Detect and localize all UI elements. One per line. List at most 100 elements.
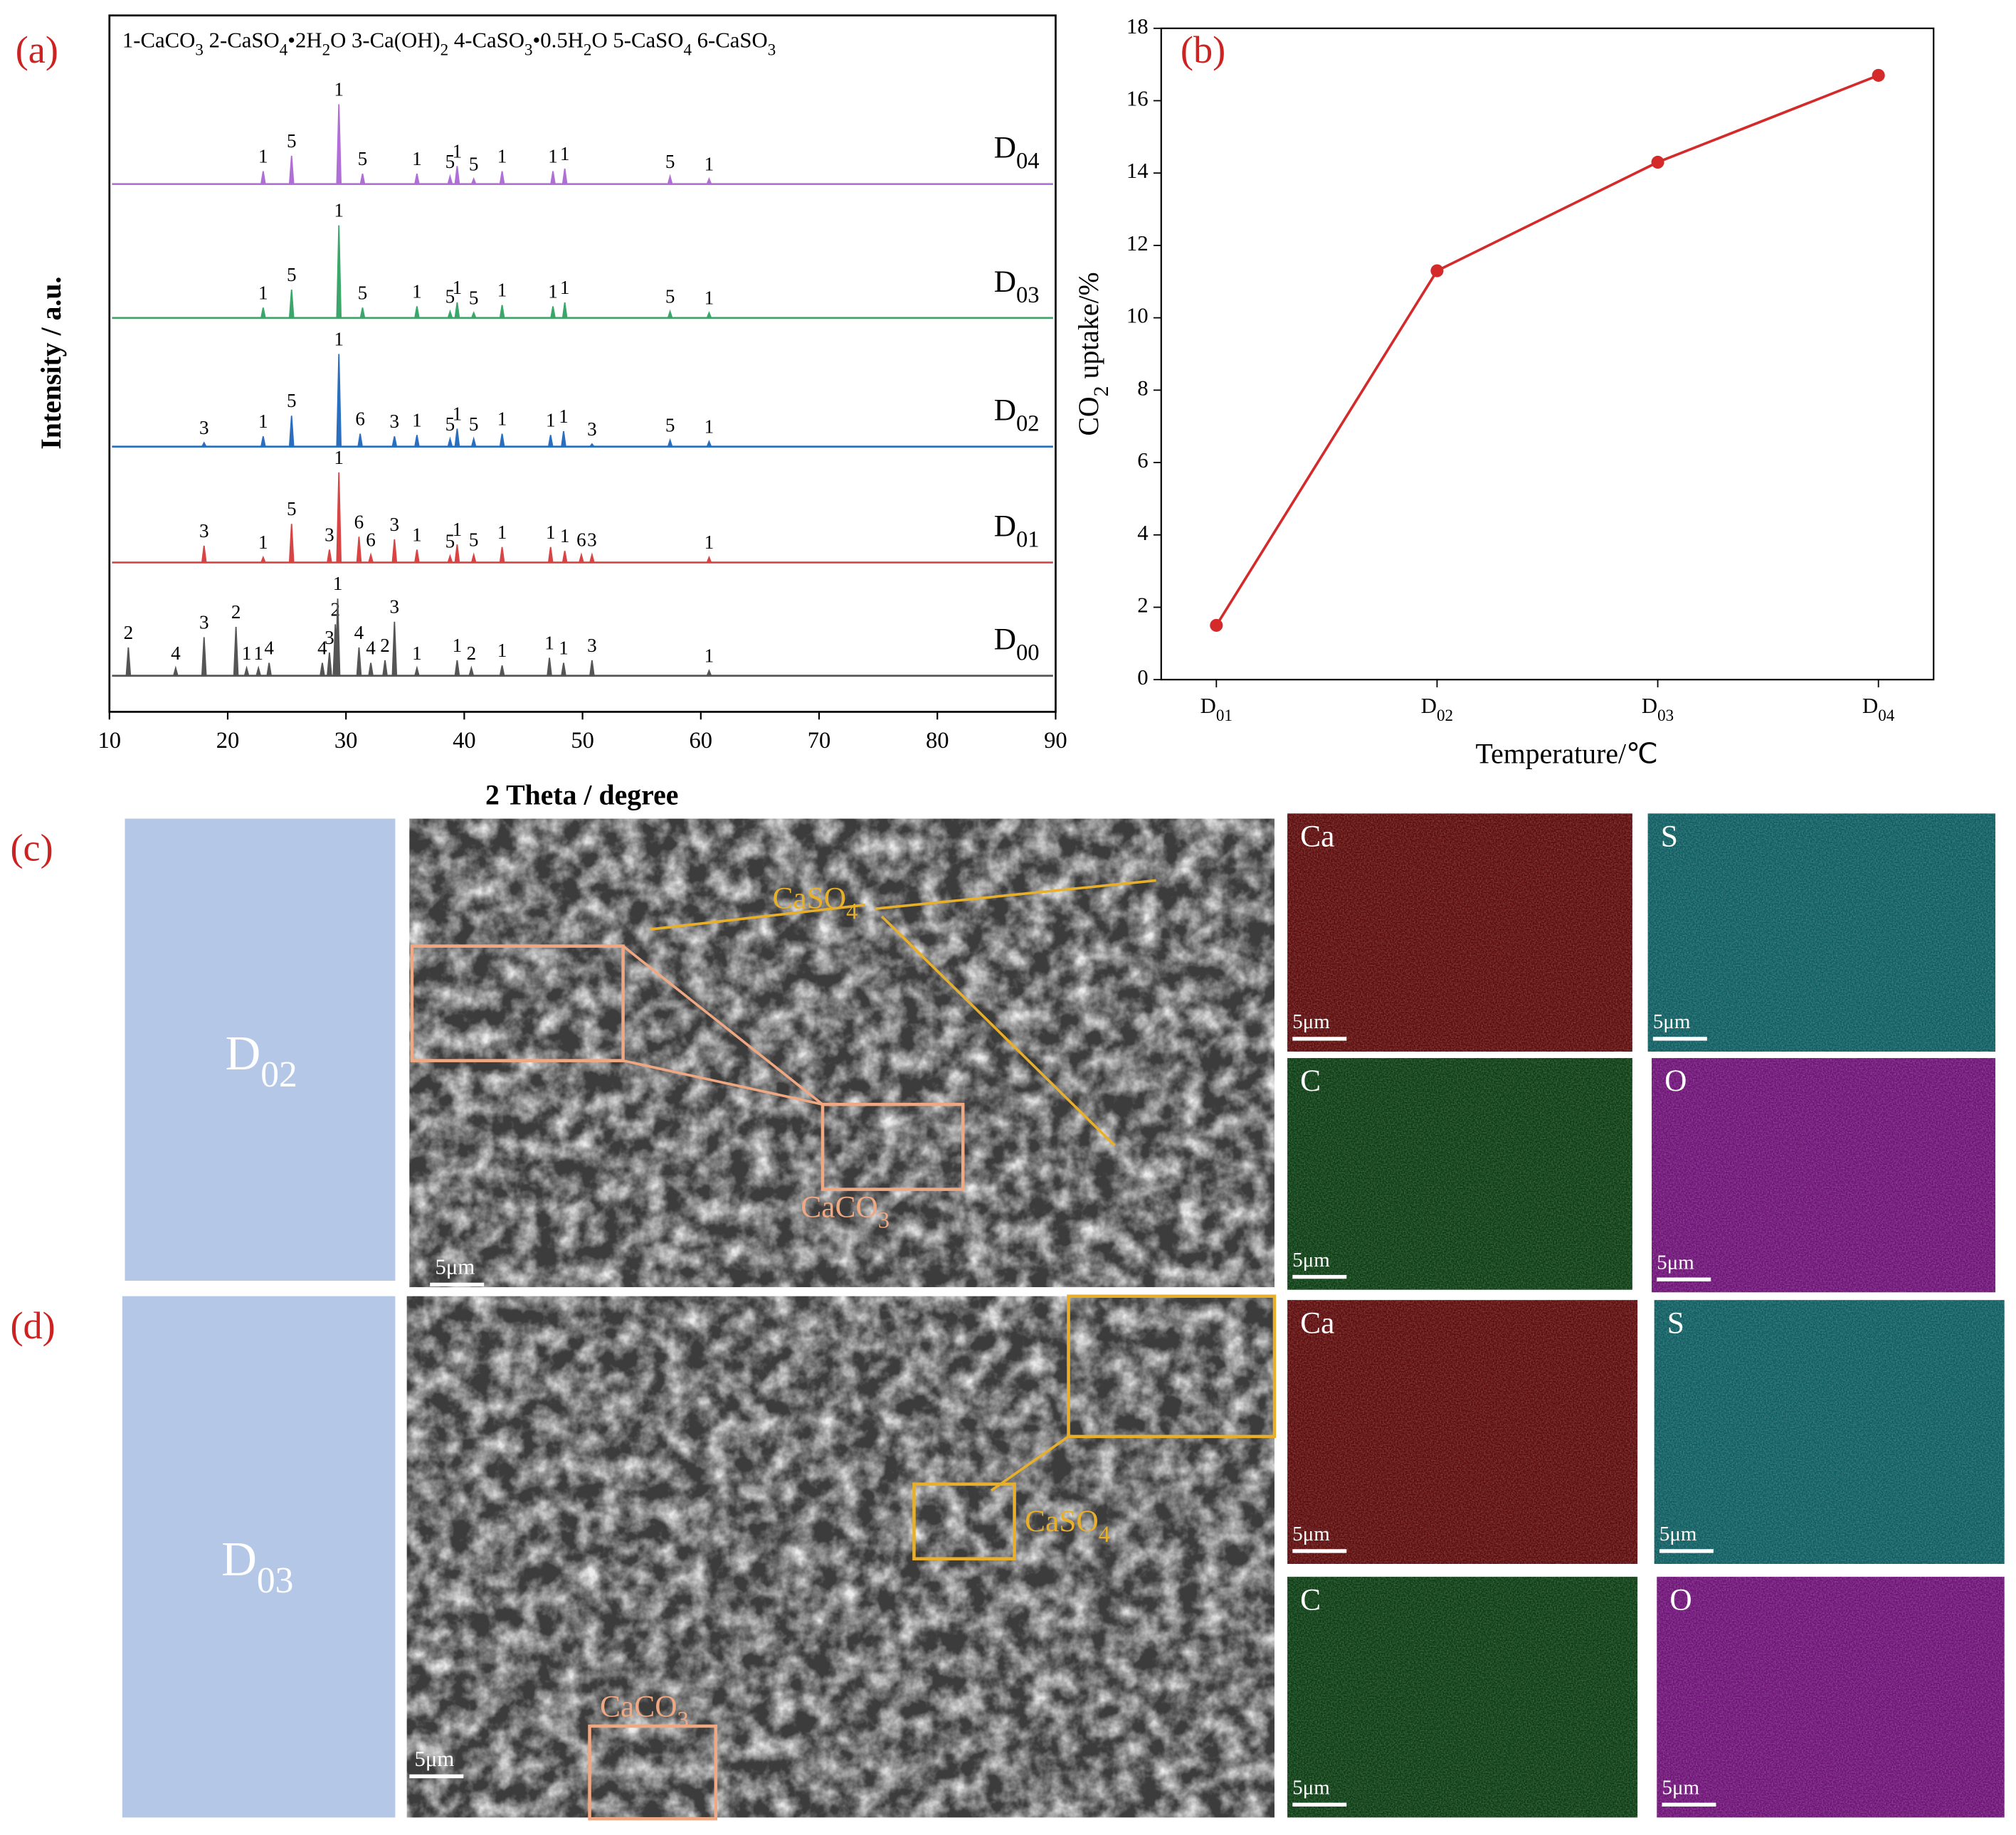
peak-label: 3 [199,417,209,438]
peak [391,539,398,564]
peak [550,306,556,319]
panel-label: (b) [1181,28,1225,71]
peak-label: 1 [497,280,507,301]
peak-label: 3 [390,514,400,535]
peak-label: 1 [253,642,263,664]
peak [499,433,505,448]
peak-label: 4 [317,638,327,659]
x-tick-label: 40 [453,728,476,753]
peak [454,544,460,564]
peak [589,443,596,448]
peak [454,302,460,319]
panel-label: (c) [10,827,53,869]
x-tick-label: D01 [1200,694,1233,724]
element-label: S [1667,1306,1684,1340]
peak-label: 5 [469,413,479,435]
x-tick-label: 20 [216,728,240,753]
x-tick-label: 80 [926,728,949,753]
peak [468,665,475,677]
peak-label: 3 [587,635,597,656]
peak-label: 1 [704,287,714,309]
peak [125,647,132,677]
y-tick-label: 0 [1137,665,1148,689]
x-axis-label: 2 Theta / degree [485,780,678,811]
peak-label: 1 [560,525,570,546]
peak-label: 1 [560,277,570,298]
peak-label: 1 [412,410,422,431]
peak-label: 1 [412,281,422,302]
element-label: Ca [1300,819,1334,853]
peak [447,554,453,564]
peak [547,657,552,677]
map-texture [1652,1058,1996,1293]
peak-label: 1 [497,522,507,543]
arrow [650,903,865,931]
map-texture [1654,1300,2005,1565]
peak-label: 5 [287,130,297,152]
peak-label: 1 [334,200,344,221]
peak [255,665,262,677]
peak-label: 1 [333,573,343,594]
peak-label: 5 [358,148,368,169]
peak [368,552,374,564]
series-line [1215,74,1879,626]
peak-label: 5 [445,151,455,172]
peak-label: 3 [587,418,597,440]
peak [356,647,362,677]
map-texture [1647,813,1996,1052]
peak [326,549,332,564]
annotation: CaSO4 [1025,1504,1110,1548]
peak [667,438,673,448]
peak-label: 2 [124,622,134,643]
peak [470,177,477,185]
peak [447,436,453,448]
annotation: CaCO3 [600,1689,689,1733]
series-name: D00 [994,623,1040,667]
scale-bar-label: 5μm [1292,1523,1330,1545]
series-name: D01 [994,509,1040,553]
peak-label: 5 [469,287,479,309]
panel-label: (a) [16,28,58,71]
highlight-box [820,1102,965,1191]
peak [336,354,342,448]
peak [589,660,595,677]
peak-label: 5 [287,498,297,519]
peak-label: 4 [171,642,181,664]
arrow [623,1059,823,1106]
peak-label: 5 [287,390,297,411]
peak [391,621,398,677]
x-tick-label: 50 [571,728,594,753]
highlight-box [588,1724,718,1821]
sample-box [122,1296,396,1818]
peak [499,305,505,319]
point [1210,618,1223,632]
highlight-box [1067,1294,1277,1439]
peak [413,174,420,185]
peak [561,430,566,448]
peak [706,177,712,185]
peak-label: 1 [546,522,556,543]
x-tick-label: D04 [1862,694,1895,724]
y-tick-label: 12 [1126,231,1149,255]
peak [336,104,342,185]
peak [359,307,366,319]
peak-label: 2 [380,635,390,656]
series-name: D02 [994,393,1040,438]
peak-label: 1 [334,79,344,100]
peak [413,665,420,677]
scale-bar-label: 5μm [1662,1776,1700,1799]
arrow [875,879,1156,910]
peak-label: 2 [467,642,477,664]
arrow [880,915,1116,1147]
peak [288,416,295,448]
peak-label: 2 [231,601,241,623]
x-tick-label: 30 [334,728,358,753]
peak [547,435,554,448]
peak [260,436,266,448]
peak-label: 5 [358,282,368,303]
peak-label: 5 [469,154,479,175]
point [1651,155,1664,169]
peak [201,545,207,564]
peak-label: 6 [354,512,364,533]
